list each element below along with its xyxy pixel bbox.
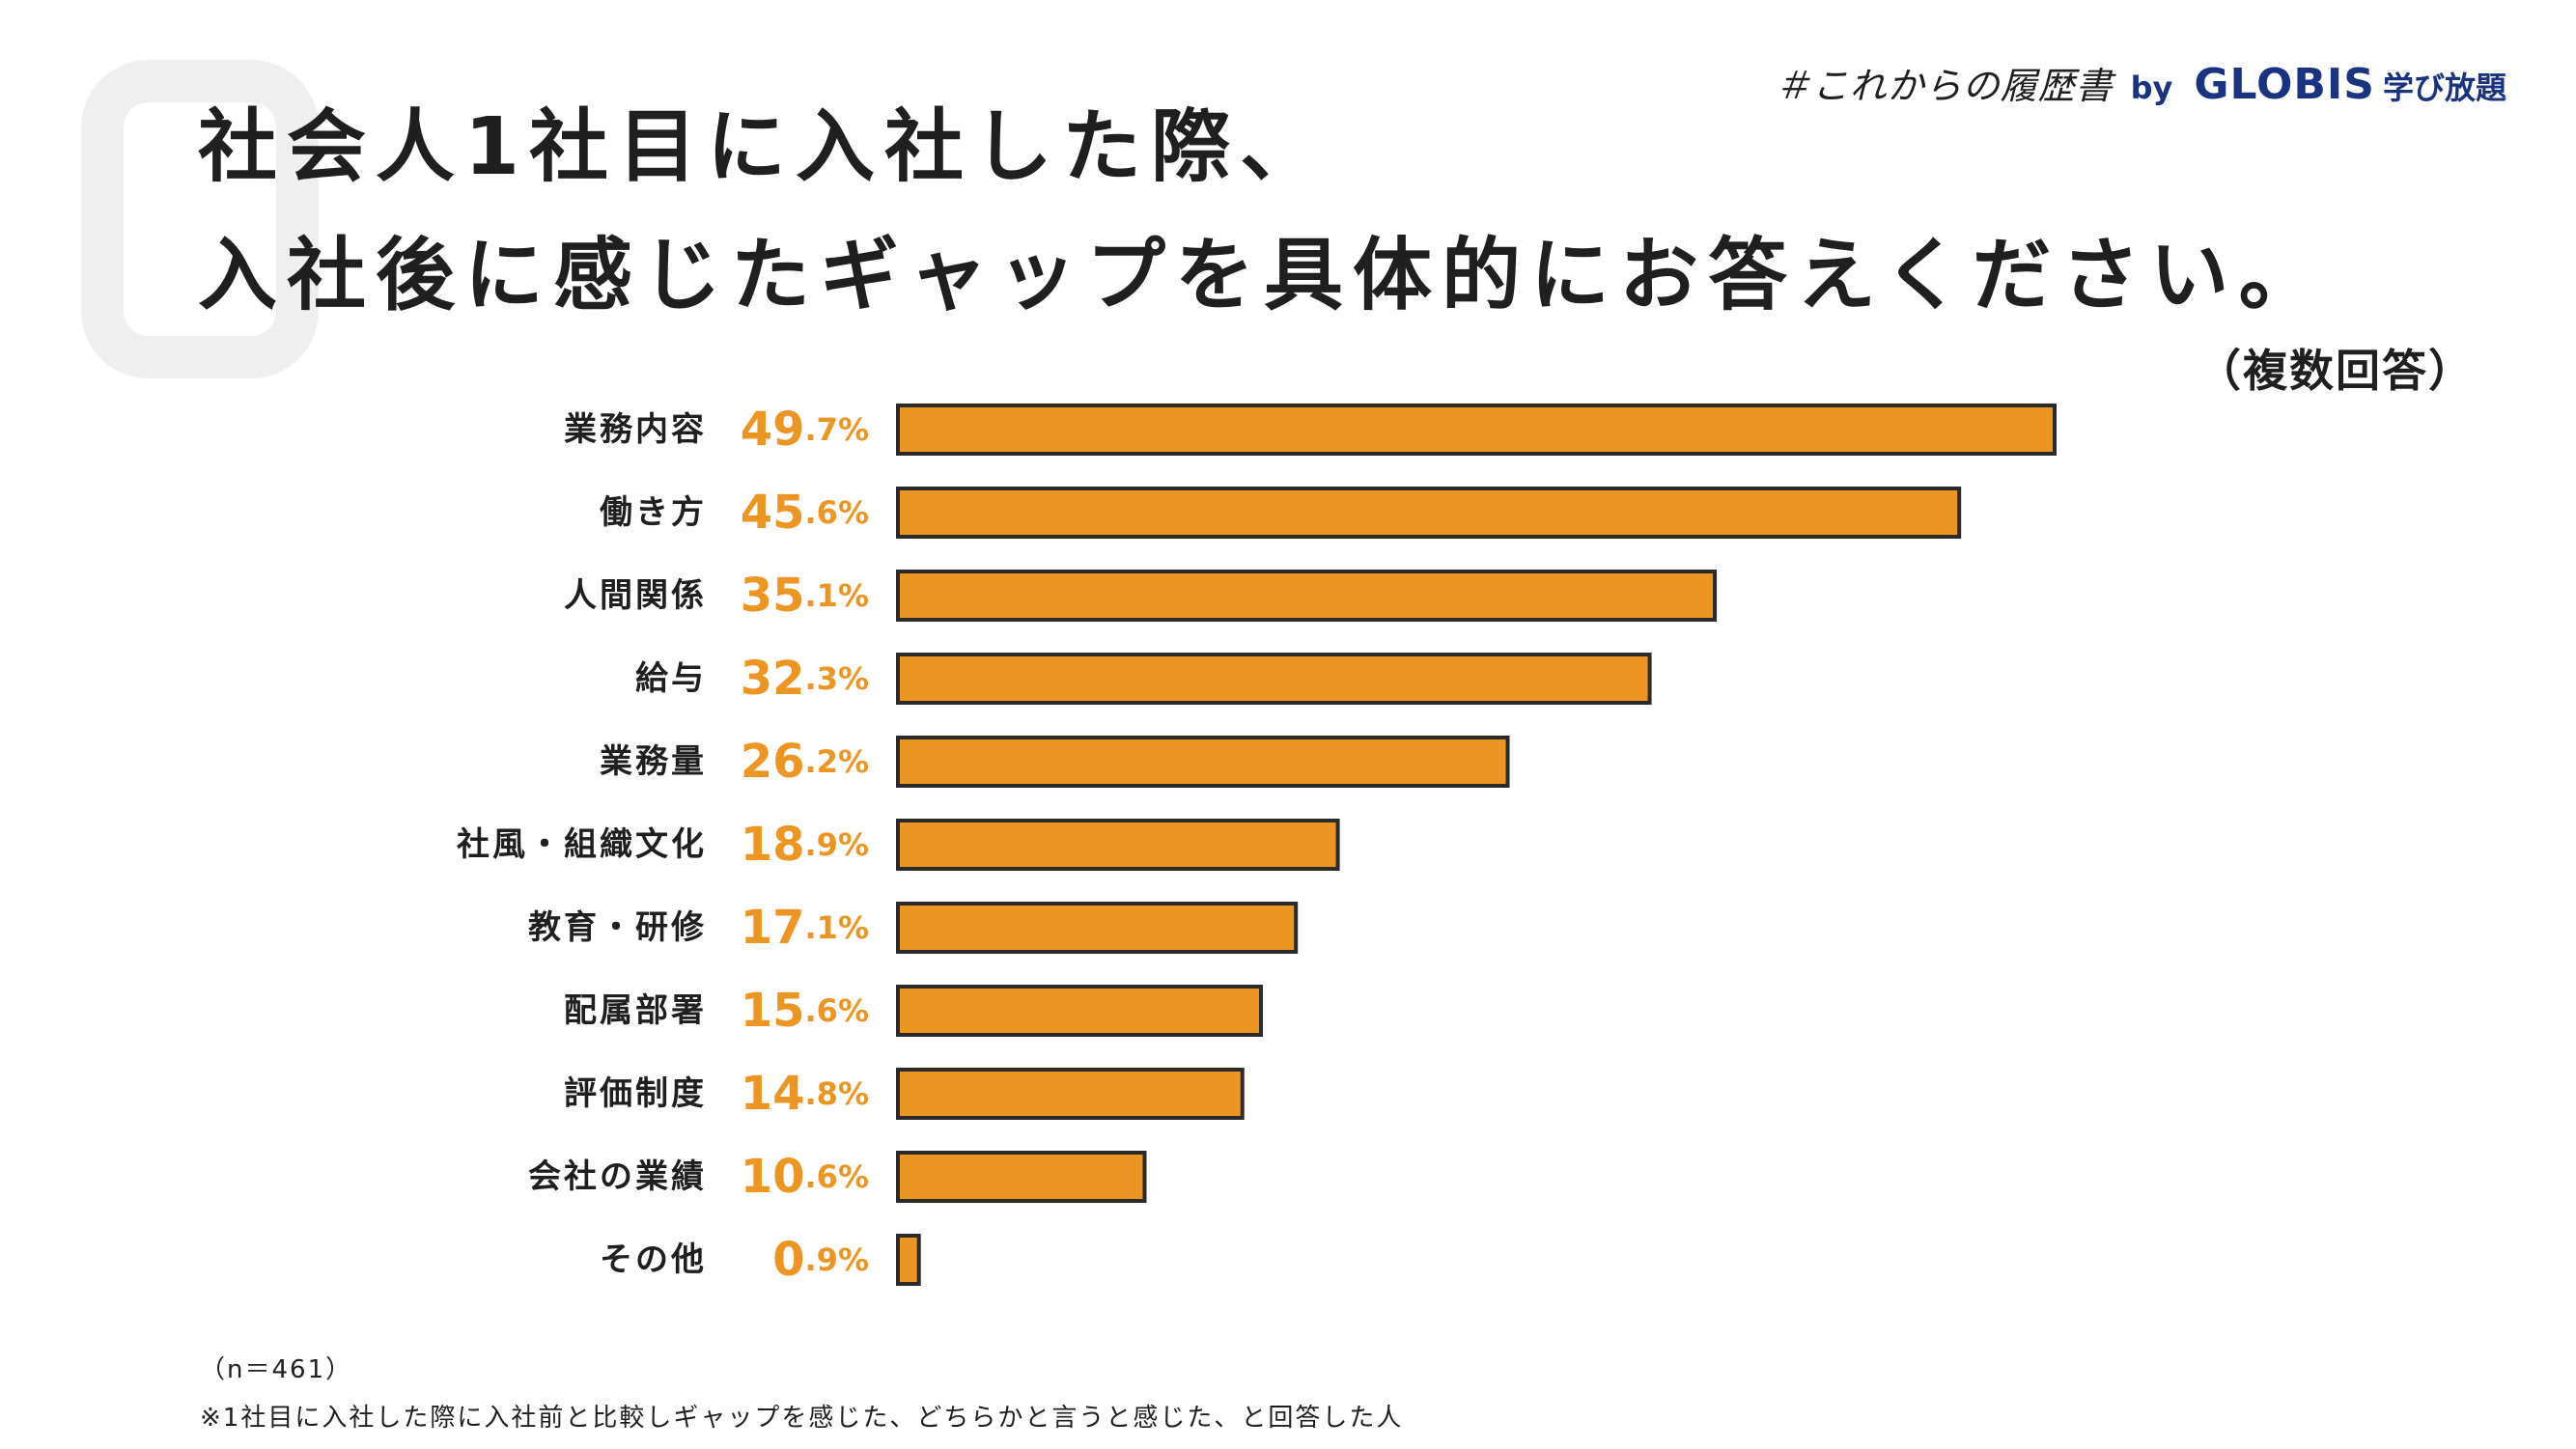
bar [896,570,1718,622]
subtitle: （複数回答） [2197,345,2475,397]
q-decoration [81,60,319,378]
value-label: 49.7% [741,403,869,457]
brand-suffix: 学び放題 [2382,70,2506,106]
category-label: 業務内容 [564,410,707,449]
category-label: 教育・研修 [528,908,707,947]
value-label: 26.2% [741,735,869,789]
category-label: 給与 [635,659,707,698]
value-label: 17.1% [741,901,869,955]
category-label: 会社の業績 [528,1157,707,1196]
value-label: 35.1% [741,569,869,623]
value-label: 18.9% [741,818,869,872]
category-label: 働き方 [600,493,707,532]
sample-size-note: （n＝461） [200,1355,353,1384]
category-label: 人間関係 [564,576,707,615]
category-label: 社風・組織文化 [457,825,707,864]
value-label: 15.6% [741,984,869,1038]
brand-by: by [2130,70,2173,106]
brand-globis: GLOBIS [2194,60,2375,109]
value-label: 32.3% [741,652,869,706]
value-label: 14.8% [741,1067,869,1121]
bar [896,736,1510,788]
respondent-note: ※1社目に入社した際に入社前と比較しギャップを感じた、どちらかと言うと感じた、と… [200,1404,1404,1433]
bar [896,819,1340,871]
title-line-1: 社会人1社目に入社した際、 [198,101,1330,193]
title-line-2: 入社後に感じたギャップを具体的にお答えください。 [198,230,2328,321]
bar [896,902,1299,954]
bar [896,1068,1245,1120]
brand-hashtag: ＃これからの履歴書 [1774,65,2114,107]
bar [896,653,1652,705]
category-label: 配属部署 [564,991,707,1030]
bar [896,1234,921,1286]
bar [896,1151,1147,1203]
value-label: 45.6% [741,486,869,540]
value-label: 0.9% [772,1233,869,1287]
bar [896,487,1962,539]
category-label: その他 [600,1240,707,1279]
brand-logo: ＃これからの履歴書 by GLOBIS 学び放題 [1775,56,2506,109]
category-label: 評価制度 [564,1074,707,1113]
category-label: 業務量 [600,742,707,781]
bar [896,404,2057,456]
value-label: 10.6% [741,1150,869,1204]
bar [896,985,1264,1037]
